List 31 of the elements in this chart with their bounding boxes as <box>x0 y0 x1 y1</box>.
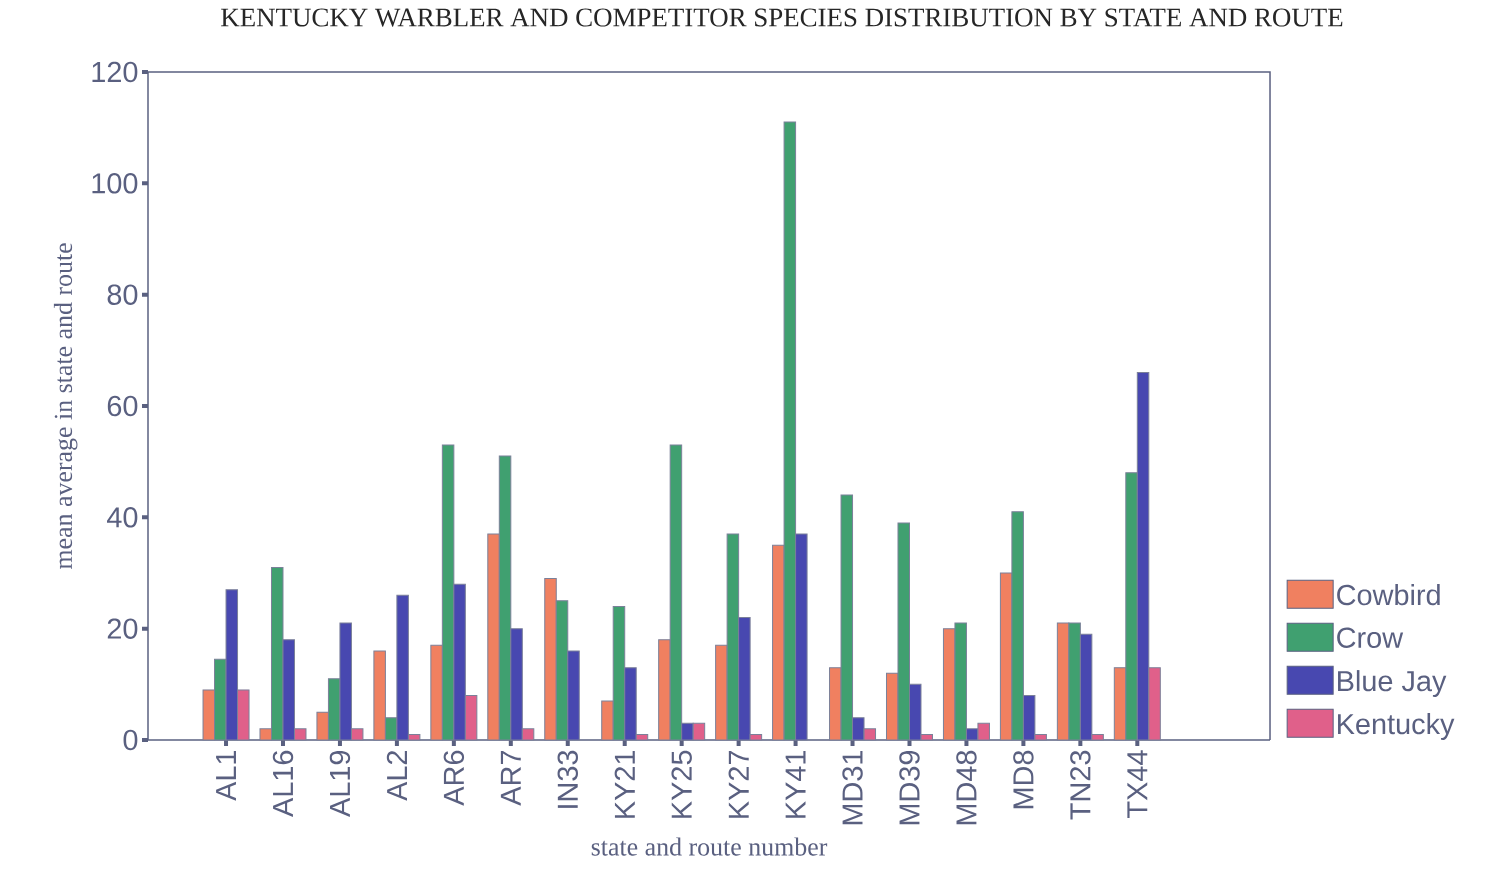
legend-label: Kentucky <box>1338 713 1455 741</box>
x-tick-label: KY41 <box>785 750 806 818</box>
x-tick-label: AL1 <box>216 750 236 801</box>
x-tick-label: IN33 <box>557 750 578 808</box>
y-axis-title: mean average in state and route <box>53 243 78 570</box>
y-tick-label: 100 <box>92 173 138 194</box>
y-tick-label: 80 <box>107 284 138 305</box>
legend-label: Blue Jay <box>1338 670 1447 698</box>
y-tick-label: 40 <box>107 507 138 528</box>
chart-title: KENTUCKY WARBLER AND COMPETITOR SPECIES DISTRIBUTION BY STATE AND ROUTE <box>221 8 1343 27</box>
x-tick-label: KY27 <box>728 750 749 818</box>
legend-label: Cowbird <box>1337 584 1440 606</box>
x-tick-label: TX44 <box>1127 750 1148 818</box>
x-tick-label: MD8 <box>1013 750 1034 809</box>
x-tick-label: MD39 <box>899 750 920 825</box>
x-tick-label: KY25 <box>671 750 692 818</box>
x-tick-label: AR7 <box>500 750 521 806</box>
x-tick-label: TN23 <box>1070 750 1091 820</box>
x-tick-label: AL2 <box>386 750 407 801</box>
legend-label: Crow <box>1337 627 1404 648</box>
y-tick-label: 0 <box>123 729 138 751</box>
x-tick-label: AL16 <box>272 750 294 817</box>
x-tick-label: AL19 <box>329 750 351 817</box>
x-tick-label: MD48 <box>956 750 977 825</box>
y-tick-label: 120 <box>92 61 138 83</box>
x-tick-label: AR6 <box>443 750 465 806</box>
x-axis-title: state and route number <box>591 837 828 856</box>
x-tick-label: MD31 <box>842 750 863 825</box>
y-tick-label: 20 <box>107 618 138 639</box>
y-tick-label: 60 <box>107 395 138 417</box>
x-tick-label: KY21 <box>614 750 635 818</box>
